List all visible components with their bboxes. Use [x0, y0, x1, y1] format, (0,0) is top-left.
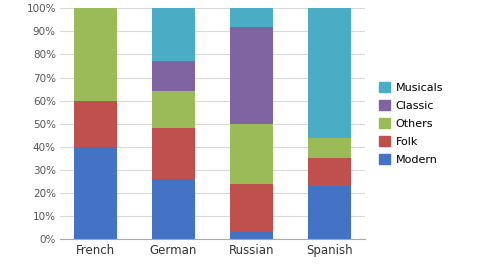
Bar — [308, 186, 351, 239]
Bar — [152, 8, 195, 61]
Bar — [74, 147, 117, 239]
Bar — [308, 8, 351, 138]
Bar — [74, 101, 117, 147]
Bar — [230, 27, 273, 124]
Bar — [230, 124, 273, 184]
Bar — [308, 158, 351, 186]
Bar — [152, 91, 195, 128]
Bar — [74, 8, 117, 101]
Bar — [230, 8, 273, 27]
Bar — [152, 61, 195, 91]
Bar — [152, 179, 195, 239]
Bar — [152, 128, 195, 179]
Bar — [230, 184, 273, 232]
Bar — [230, 232, 273, 239]
Legend: Musicals, Classic, Others, Folk, Modern: Musicals, Classic, Others, Folk, Modern — [376, 80, 446, 167]
Bar — [308, 138, 351, 158]
